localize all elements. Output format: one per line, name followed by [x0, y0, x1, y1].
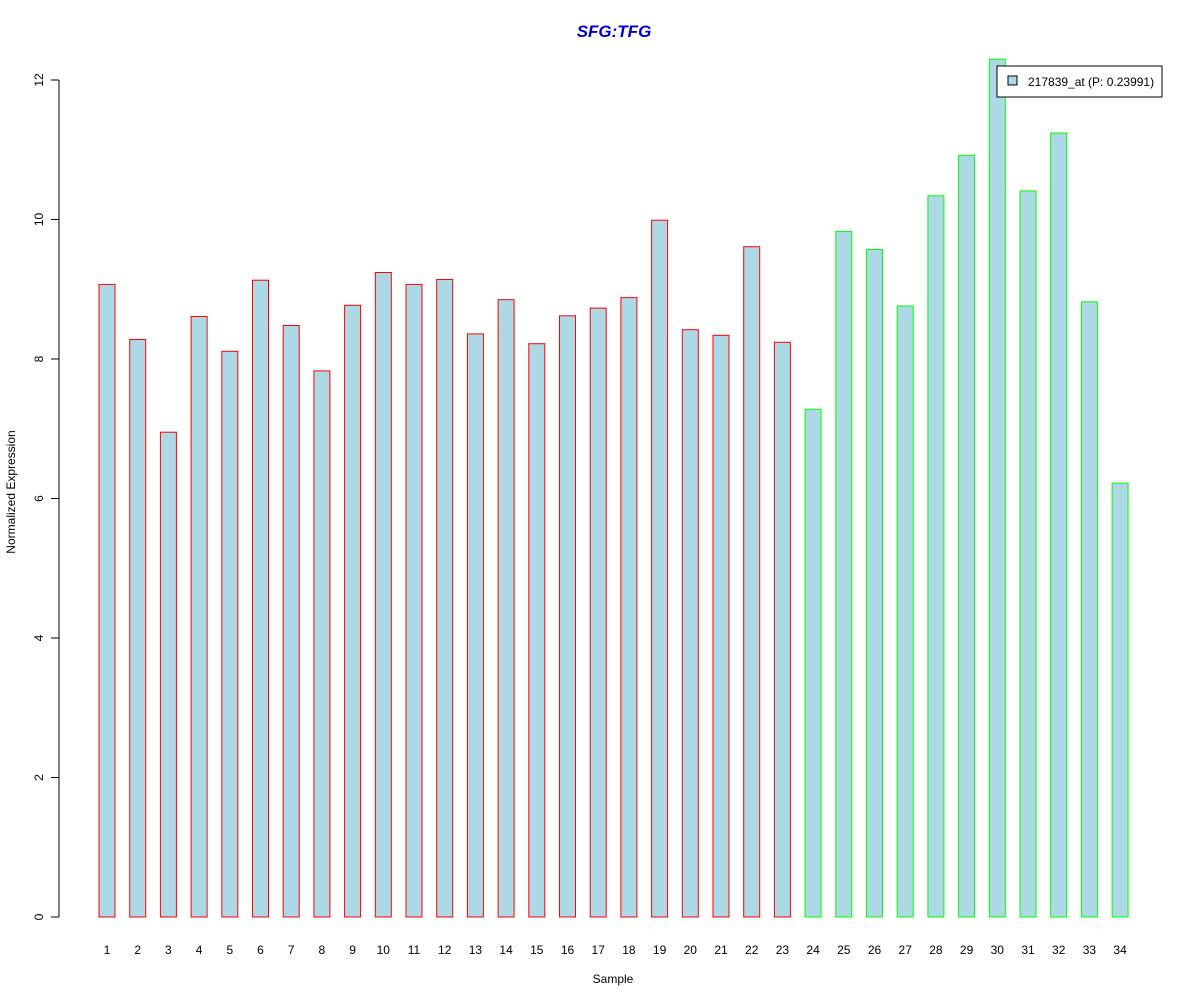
bar-22	[743, 246, 761, 918]
x-tick-label: 9	[349, 943, 356, 957]
x-axis: 1 2 3 4 5 6 7 8 9 10 11 12 13 14 15 16 17 18 19 20 21 22 23 24 2…	[104, 943, 1127, 957]
bar-19	[651, 219, 669, 918]
bar-34	[1111, 482, 1129, 918]
x-tick-label: 18	[622, 943, 636, 957]
bar-13	[466, 333, 484, 918]
bar-8	[313, 370, 331, 918]
x-tick-label: 5	[226, 943, 233, 957]
x-tick-label: 21	[714, 943, 728, 957]
bar-18	[620, 297, 638, 918]
x-tick-label: 16	[561, 943, 575, 957]
bar-20	[681, 329, 699, 918]
y-axis: 0 2 4 6 8 10 12	[32, 73, 60, 920]
x-tick-label: 1	[104, 943, 111, 957]
x-tick-label: 13	[469, 943, 483, 957]
chart-title: SFG:TFG	[577, 22, 652, 41]
x-tick-label: 2	[134, 943, 141, 957]
x-tick-label: 34	[1113, 943, 1127, 957]
legend-swatch	[1007, 75, 1018, 86]
x-tick-label: 25	[837, 943, 851, 957]
x-tick-label: 7	[288, 943, 295, 957]
y-tick-label: 0	[32, 913, 46, 920]
bar-3	[159, 431, 177, 918]
x-tick-label: 11	[408, 943, 421, 957]
bar-21	[712, 334, 730, 918]
bar-4	[190, 316, 208, 918]
x-tick-label: 27	[899, 943, 913, 957]
bar-15	[528, 343, 546, 918]
bars	[98, 58, 1129, 918]
bar-26	[866, 249, 883, 918]
bar-6	[252, 279, 269, 918]
legend-entry-label: 217839_at (P: 0.23991)	[1028, 75, 1154, 89]
x-tick-label: 26	[868, 943, 882, 957]
bar-27	[896, 305, 914, 918]
bar-30	[988, 58, 1006, 918]
y-axis-label: Normalized Expression	[4, 430, 18, 553]
legend-box	[996, 65, 1163, 98]
bar-31	[1019, 190, 1037, 918]
x-tick-label: 15	[530, 943, 544, 957]
bar-9	[344, 304, 362, 918]
y-tick-label: 6	[32, 495, 46, 502]
bar-16	[559, 315, 576, 918]
y-tick-label: 12	[32, 73, 46, 87]
x-tick-label: 32	[1052, 943, 1066, 957]
x-tick-label: 23	[776, 943, 790, 957]
bar-5	[221, 350, 239, 918]
bar-7	[282, 325, 300, 918]
y-tick-label: 10	[32, 213, 46, 227]
x-tick-label: 31	[1021, 943, 1035, 957]
x-tick-label: 30	[991, 943, 1005, 957]
x-tick-label: 14	[499, 943, 513, 957]
x-tick-label: 4	[196, 943, 203, 957]
y-tick-label: 8	[32, 355, 46, 362]
y-tick-label: 4	[32, 634, 46, 641]
x-tick-label: 12	[438, 943, 452, 957]
x-tick-label: 17	[592, 943, 606, 957]
bar-2	[129, 339, 147, 918]
y-tick-label: 2	[32, 774, 46, 781]
bar-14	[497, 299, 515, 918]
bar-23	[773, 341, 791, 918]
x-tick-label: 28	[929, 943, 943, 957]
bar-33	[1080, 301, 1098, 918]
x-tick-label: 22	[745, 943, 759, 957]
bar-11	[405, 283, 423, 918]
legend: 217839_at (P: 0.23991)	[996, 65, 1163, 98]
bar-28	[927, 195, 945, 918]
bar-25	[835, 230, 853, 918]
x-tick-label: 29	[960, 943, 974, 957]
bar-24	[804, 408, 822, 918]
x-tick-label: 33	[1083, 943, 1097, 957]
x-tick-label: 10	[377, 943, 391, 957]
bar-32	[1050, 132, 1068, 918]
bar-12	[436, 279, 454, 918]
x-tick-label: 8	[319, 943, 326, 957]
x-axis-label: Sample	[593, 972, 634, 986]
bar-10	[374, 272, 392, 918]
bar-17	[589, 307, 607, 918]
x-tick-label: 6	[257, 943, 264, 957]
x-tick-label: 19	[653, 943, 667, 957]
x-tick-label: 20	[684, 943, 698, 957]
x-tick-label: 24	[806, 943, 820, 957]
x-tick-label: 3	[165, 943, 172, 957]
bar-1	[98, 283, 116, 918]
bar-29	[958, 154, 976, 918]
